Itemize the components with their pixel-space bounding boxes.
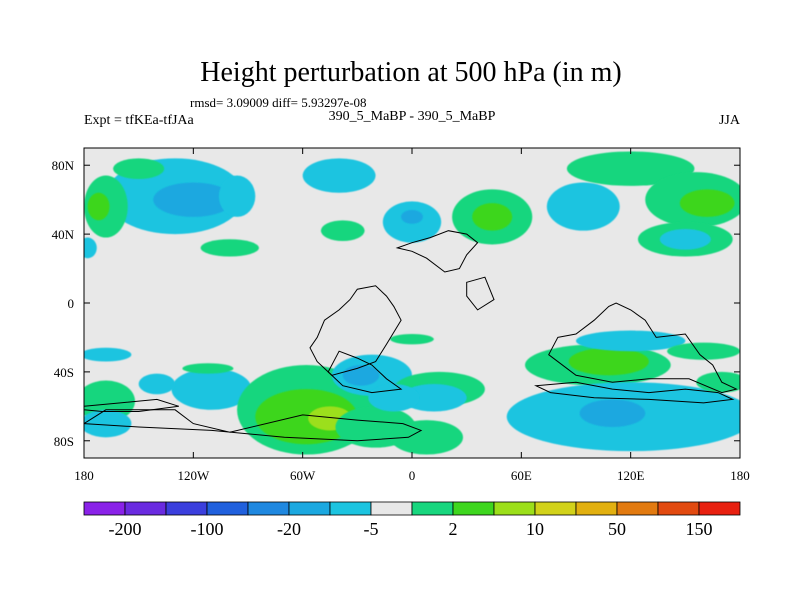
colorbar-swatch [534, 501, 577, 516]
colorbar-swatch [657, 501, 700, 516]
colorbar-swatch [370, 501, 413, 516]
positive-anomaly-region [255, 389, 358, 445]
coastline [534, 381, 735, 404]
coastline [395, 230, 479, 273]
positive-anomaly-region [320, 220, 365, 242]
stats-label: rmsd= 3.09009 diff= 5.93297e-08 [190, 95, 367, 110]
coastline [84, 398, 179, 412]
positive-anomaly-region [113, 158, 165, 180]
negative-anomaly-region [218, 175, 256, 217]
colorbar-swatch [575, 501, 618, 516]
negative-anomaly-region [401, 210, 423, 224]
colorbar-swatch [452, 501, 495, 516]
negative-anomaly-region [401, 383, 467, 412]
experiment-label: Expt = tfKEa-tfJAa [84, 113, 195, 128]
positive-anomaly-region [390, 334, 434, 345]
colorbar-swatch [124, 501, 167, 516]
coastline [466, 276, 495, 311]
negative-anomaly-region [576, 330, 686, 352]
x-tick-label: 180 [74, 468, 94, 483]
y-tick-label: 40S [54, 365, 74, 380]
colorbar-swatch [165, 501, 208, 516]
coastline [309, 285, 402, 376]
positive-anomaly-region [696, 371, 740, 393]
x-tick-label: 60W [290, 468, 316, 483]
colorbar-swatch [288, 501, 331, 516]
colorbar-swatch [411, 501, 454, 516]
colorbar-label: -20 [277, 519, 301, 539]
coastline [84, 409, 423, 442]
positive-anomaly-region [200, 239, 259, 257]
colorbar-label: -100 [191, 519, 224, 539]
colorbar-swatch [493, 501, 536, 516]
case-label: 390_5_MaBP - 390_5_MaBP [329, 109, 496, 124]
x-tick-label: 120W [177, 468, 210, 483]
negative-anomaly-region [138, 373, 176, 395]
axes: 180 120W 60W 0 60E 120E 180 80N 40N 0 40S 80S [52, 148, 750, 483]
x-tick-label: 180 [730, 468, 750, 483]
negative-anomaly-region [84, 347, 132, 362]
positive-anomaly-region [667, 342, 740, 360]
coastlines [84, 230, 738, 442]
y-tick-label: 80N [52, 158, 75, 173]
coastline [327, 350, 403, 394]
y-tick-label: 0 [68, 296, 75, 311]
x-tick-label: 60E [511, 468, 532, 483]
negative-anomaly-region [302, 158, 376, 193]
colorbar-label: 2 [449, 519, 458, 539]
contour-fields [84, 151, 740, 455]
chart-title: Height perturbation at 500 hPa (in m) [200, 57, 621, 88]
coastline [548, 302, 738, 394]
negative-anomaly-region [153, 182, 234, 217]
x-tick-label: 120E [617, 468, 645, 483]
colorbar-label: -5 [364, 519, 379, 539]
colorbar-label: 150 [686, 519, 713, 539]
negative-anomaly-region [659, 228, 711, 250]
negative-anomaly-region [84, 237, 97, 259]
colorbar-swatch [206, 501, 249, 516]
colorbar-swatch [616, 501, 659, 516]
x-tick-label: 0 [409, 468, 416, 483]
positive-anomaly-region [679, 189, 735, 217]
negative-anomaly-region [342, 365, 380, 386]
positive-anomaly-region [87, 192, 110, 221]
y-tick-label: 80S [54, 434, 74, 449]
colorbar-label: 10 [526, 519, 544, 539]
positive-anomaly-region [566, 151, 695, 186]
positive-anomaly-region [568, 347, 649, 376]
colorbar: -200 -100 -20 -5 2 10 50 150 [83, 501, 741, 539]
negative-anomaly-region [368, 383, 420, 412]
colorbar-swatch [247, 501, 290, 516]
y-tick-label: 40N [52, 227, 75, 242]
colorbar-swatch [329, 501, 372, 516]
positive-anomaly-region [182, 363, 234, 374]
negative-anomaly-region [579, 399, 646, 427]
positive-anomaly-region [472, 203, 513, 231]
positive-anomaly-region [390, 420, 464, 455]
colorbar-swatch [83, 501, 126, 516]
colorbar-swatch [698, 501, 741, 516]
colorbar-label: 50 [608, 519, 626, 539]
negative-anomaly-region [546, 182, 620, 231]
season-label: JJA [719, 113, 741, 128]
negative-anomaly-region [171, 368, 252, 410]
colorbar-label: -200 [109, 519, 142, 539]
